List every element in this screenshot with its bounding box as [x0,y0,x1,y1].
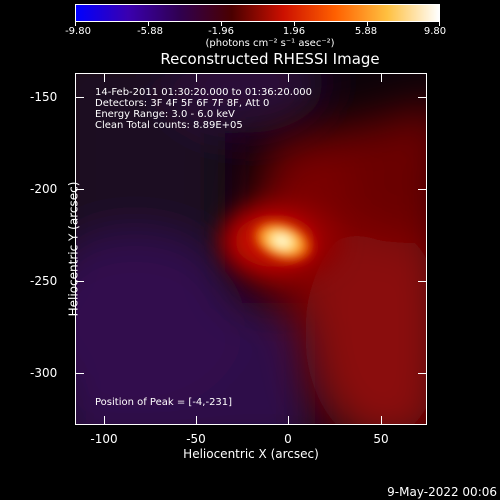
x-tick [288,73,289,82]
y-tick [75,97,84,98]
y-tick-label: -250 [30,274,58,288]
x-tick-label: 50 [373,432,389,446]
detectors-info: Detectors: 3F 4F 5F 6F 7F 8F, Att 0 [95,98,270,109]
y-tick [418,189,427,190]
colorbar-tick-label: 9.80 [423,26,447,37]
colorbar-tick-label: 1.96 [282,26,306,37]
x-tick [196,73,197,82]
y-tick-label: -300 [30,366,58,380]
y-tick-label: -150 [30,90,58,104]
colorbar-tick [294,22,295,26]
y-tick-label: -200 [30,182,58,196]
x-tick [381,73,382,82]
x-tick [196,416,197,425]
x-tick-label: -50 [186,432,206,446]
colorbar-tick [148,22,149,26]
x-tick [381,416,382,425]
observation-time: 14-Feb-2011 01:30:20.000 to 01:36:20.000 [95,87,313,98]
x-tick-label: 0 [284,432,292,446]
colorbar-units: (photons cm⁻² s⁻¹ asec⁻²) [205,38,335,49]
colorbar-tick-label: -5.88 [137,26,163,37]
y-tick [418,373,427,374]
colorbar-tick-label: 5.88 [354,26,378,37]
y-tick [75,189,84,190]
peak-position: Position of Peak = [-4,-231] [95,397,233,408]
colorbar-tick-label: -9.80 [65,26,91,37]
clean-total-counts: Clean Total counts: 8.89E+05 [95,120,243,131]
footer-date: 9-May-2022 00:06 [387,485,497,499]
colorbar-tick [367,22,368,26]
colorbar-tick [75,22,76,26]
rhessi-image [75,73,427,425]
y-tick [75,373,84,374]
y-tick [75,281,84,282]
colorbar-tick [439,22,440,26]
y-tick [418,97,427,98]
x-tick [104,416,105,425]
plot-title: Reconstructed RHESSI Image [160,50,380,68]
x-tick [288,416,289,425]
x-tick-label: -100 [90,432,118,446]
colorbar-tick [221,22,222,26]
colorbar-tick-label: -1.96 [208,26,234,37]
rhessi-image-svg [75,73,427,425]
x-tick [104,73,105,82]
y-axis-title: Heliocentric Y (arcsec) [66,181,81,317]
energy-range: Energy Range: 3.0 - 6.0 keV [95,109,235,120]
colorbar [75,4,440,22]
x-axis-title: Heliocentric X (arcsec) [183,447,319,461]
y-tick [418,281,427,282]
